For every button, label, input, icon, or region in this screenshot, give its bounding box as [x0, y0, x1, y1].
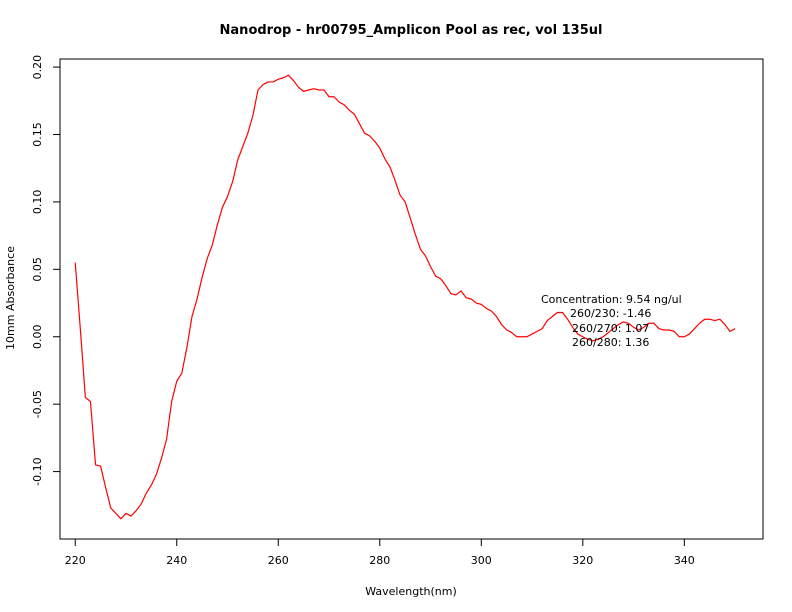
y-axis-label: 10mm Absorbance	[4, 246, 17, 350]
y-tick-label: 0.20	[31, 55, 44, 80]
y-tick-label: 0.10	[31, 190, 44, 215]
annotation-260-280: 260/280: 1.36	[572, 336, 649, 349]
x-tick-label: 260	[268, 554, 289, 567]
x-tick-label: 340	[674, 554, 695, 567]
chart-title: Nanodrop - hr00795_Amplicon Pool as rec,…	[220, 23, 603, 38]
y-tick-label: 0.15	[31, 122, 44, 147]
x-axis-label: Wavelength(nm)	[365, 585, 457, 598]
y-tick-label: -0.05	[31, 390, 44, 418]
y-tick-label: 0.05	[31, 257, 44, 282]
x-tick-label: 240	[166, 554, 187, 567]
annotation-260-270: 260/270: 1.07	[572, 322, 649, 335]
x-tick-label: 280	[369, 554, 390, 567]
x-axis: 220 240 260 280 300 320 340	[65, 538, 695, 567]
absorbance-series-line	[74, 74, 736, 520]
series-group	[74, 74, 736, 520]
x-tick-label: 300	[471, 554, 492, 567]
annotation-block: Concentration: 9.54 ng/ul 260/230: -1.46…	[541, 293, 682, 349]
x-tick-label: 220	[65, 554, 86, 567]
annotation-concentration: Concentration: 9.54 ng/ul	[541, 293, 682, 306]
y-tick-label: 0.00	[31, 325, 44, 350]
x-tick-label: 320	[572, 554, 593, 567]
y-tick-label: -0.10	[31, 457, 44, 485]
y-axis: -0.10 -0.05 0.00 0.05 0.10 0.15 0.20	[31, 55, 61, 486]
annotation-260-230: 260/230: -1.46	[570, 307, 651, 320]
